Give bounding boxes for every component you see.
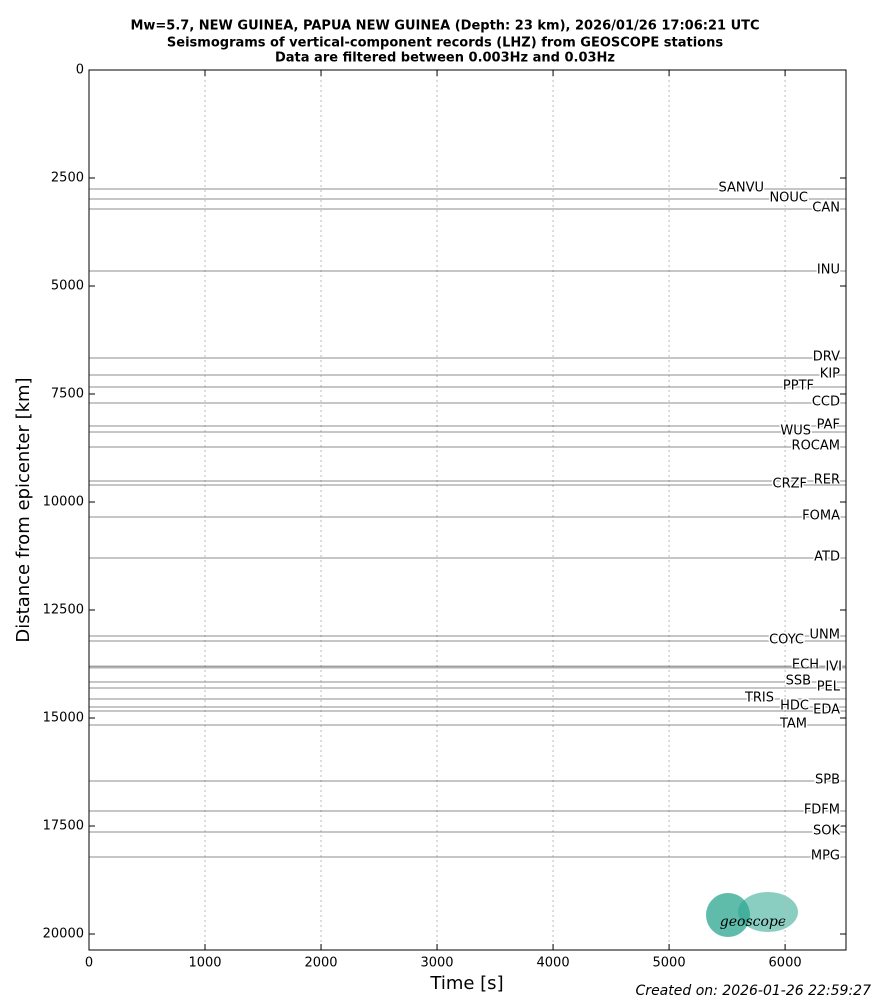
- y-tick-label: 15000: [43, 711, 84, 726]
- station-label: FDFM: [804, 803, 840, 818]
- x-tick-label: 1000: [188, 956, 221, 971]
- station-label: DRV: [813, 350, 840, 365]
- station-label: CRZF: [773, 476, 808, 491]
- station-label: SANVU: [718, 181, 764, 196]
- station-label: PEL: [817, 680, 841, 695]
- station-label: MPG: [811, 849, 840, 864]
- y-axis-label: Distance from epicenter [km]: [13, 377, 34, 642]
- chart-title: Mw=5.7, NEW GUINEA, PAPUA NEW GUINEA (De…: [130, 19, 759, 34]
- station-label: SPB: [815, 772, 840, 787]
- chart-subtitle: Seismograms of vertical-component record…: [167, 36, 723, 51]
- station-label: ATD: [814, 549, 840, 564]
- station-label: TRIS: [744, 691, 774, 706]
- x-tick-label: 0: [85, 956, 93, 971]
- station-label: SOK: [813, 824, 840, 839]
- footer: Created on: 2026-01-26 22:59:27: [636, 983, 872, 999]
- station-label: INU: [817, 263, 840, 278]
- y-tick-label: 2500: [51, 171, 84, 186]
- logo-text: geoscope: [720, 914, 786, 930]
- station-label: COYC: [769, 633, 804, 648]
- station-label: TAM: [779, 717, 807, 732]
- y-tick-label: 0: [76, 63, 84, 78]
- logo-shape: [738, 892, 798, 932]
- x-tick-label: 2000: [304, 956, 337, 971]
- logo-shape: [706, 893, 750, 937]
- station-label: UNM: [810, 628, 840, 643]
- y-tick-label: 20000: [43, 927, 84, 942]
- station-label: FOMA: [802, 508, 840, 523]
- chart-subtitle: Data are filtered between 0.003Hz and 0.…: [275, 51, 615, 66]
- station-label: HDC: [780, 698, 809, 713]
- x-axis-label: Time [s]: [429, 973, 503, 994]
- x-tick-label: 6000: [769, 956, 802, 971]
- y-tick-label: 5000: [51, 279, 84, 294]
- plot-frame: [88, 69, 847, 951]
- x-tick-label: 4000: [537, 956, 570, 971]
- x-tick-label: 3000: [420, 956, 453, 971]
- station-label: RER: [814, 473, 840, 488]
- station-label: NOUC: [769, 190, 808, 205]
- station-label: CCD: [812, 394, 840, 409]
- station-label: WUS: [780, 424, 811, 439]
- y-tick-label: 12500: [43, 603, 84, 618]
- station-label: IVI: [825, 659, 842, 674]
- y-tick-label: 7500: [51, 387, 84, 402]
- station-label: CAN: [812, 201, 840, 216]
- logo: geoscope: [706, 892, 798, 937]
- y-tick-label: 17500: [43, 819, 84, 834]
- station-label: KIP: [820, 366, 840, 381]
- station-label: SSB: [786, 674, 811, 689]
- station-label: PPTF: [783, 379, 814, 394]
- station-label: EDA: [813, 703, 840, 718]
- station-label: PAF: [817, 418, 840, 433]
- y-tick-label: 10000: [43, 495, 84, 510]
- x-tick-label: 5000: [653, 956, 686, 971]
- station-label: ECH: [792, 658, 819, 673]
- station-label: ROCAM: [792, 439, 840, 454]
